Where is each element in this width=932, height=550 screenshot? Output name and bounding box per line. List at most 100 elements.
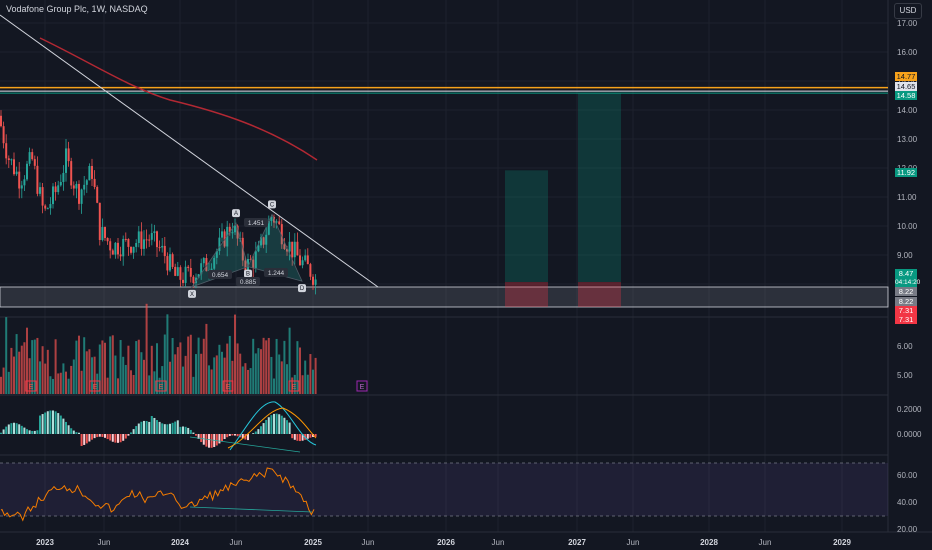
- rsi-tick-label: 40.00: [897, 498, 918, 507]
- oscillator-bar: [200, 434, 203, 443]
- oscillator-bar: [223, 434, 226, 440]
- volume-bar: [31, 340, 34, 394]
- candle-body: [278, 221, 281, 225]
- descending-trendline: [0, 14, 379, 288]
- oscillator-bar: [13, 422, 15, 434]
- price-tag-7-31-b: 7.31: [895, 315, 917, 324]
- candle-body: [309, 264, 312, 277]
- volume-bar: [153, 371, 156, 394]
- volume-bar: [221, 351, 223, 394]
- oscillator-bar: [54, 411, 57, 434]
- candle-body: [52, 186, 54, 205]
- time-axis-label: 2026: [437, 538, 455, 547]
- oscillator-bar: [270, 415, 273, 434]
- volume-bar: [267, 337, 270, 394]
- candle-body: [70, 161, 73, 186]
- oscillator-bar: [260, 426, 262, 434]
- oscillator-bar: [20, 425, 23, 434]
- oscillator-bar: [161, 423, 164, 434]
- volume-bar: [148, 375, 151, 394]
- volume-bar: [179, 342, 182, 394]
- volume-bar: [156, 343, 158, 394]
- volume-bar: [0, 376, 2, 394]
- oscillator-bar: [130, 432, 132, 434]
- oscillator-bar: [189, 429, 192, 434]
- price-tag-14-65: 14.65: [895, 82, 917, 91]
- candle-body: [132, 246, 135, 253]
- candle-body: [171, 254, 174, 267]
- oscillator-bar: [174, 421, 177, 434]
- volume-bar: [202, 338, 205, 394]
- oscillator-bar: [280, 415, 283, 434]
- volume-bar: [247, 369, 249, 394]
- candle-body: [75, 183, 78, 189]
- earnings-marker-box: [222, 380, 234, 392]
- candle-body: [182, 279, 184, 283]
- candle-body: [169, 254, 171, 271]
- candle-body: [130, 246, 132, 253]
- candle-body: [254, 251, 257, 268]
- time-axis-label: 2023: [36, 538, 54, 547]
- ratio-badge: [264, 268, 288, 277]
- oscillator-bar: [0, 432, 2, 434]
- price-tag-8-22-a: 8.22: [895, 287, 917, 296]
- oscillator-bar: [278, 414, 281, 434]
- oscillator-bar: [18, 424, 21, 434]
- candle-body: [296, 241, 299, 256]
- ratio-badge: [208, 270, 232, 279]
- candle-body: [18, 171, 21, 189]
- oscillator-bar: [169, 423, 171, 434]
- candle-body: [111, 250, 114, 255]
- oscillator-bar: [44, 412, 47, 434]
- volume-bar: [283, 340, 286, 394]
- candle-body: [189, 268, 192, 277]
- pattern-point-b: B: [246, 272, 250, 278]
- oscillator-bar: [286, 420, 288, 434]
- volume-bar: [171, 338, 174, 394]
- time-axis-label: Jun: [759, 538, 772, 547]
- oscillator-bar: [283, 417, 286, 434]
- volume-bar: [301, 375, 304, 394]
- oscillator-bar: [158, 421, 161, 434]
- oscillator-bar: [70, 428, 73, 434]
- candle-body: [148, 239, 151, 241]
- candle-body: [65, 148, 67, 173]
- earnings-marker-box: [155, 380, 167, 392]
- candle-body: [10, 159, 13, 161]
- oscillator-bar: [301, 434, 304, 441]
- long-position-target-1: [505, 170, 548, 282]
- candle-body: [114, 242, 117, 255]
- candle-body: [122, 238, 125, 257]
- volume-bar: [130, 370, 132, 394]
- oscillator-bar: [231, 434, 234, 436]
- candle-body: [57, 185, 60, 193]
- candle-body: [270, 217, 273, 222]
- volume-bar: [234, 314, 236, 394]
- oscillator-bar: [312, 434, 314, 437]
- oscillator-bar: [179, 426, 182, 434]
- oscillator-bar: [257, 429, 260, 434]
- candle-body: [93, 178, 96, 187]
- price-tag-14-77: 14.77: [895, 72, 917, 81]
- candle-body: [176, 267, 179, 276]
- candle-body: [249, 259, 252, 261]
- candle-body: [117, 242, 119, 255]
- currency-button[interactable]: USD: [894, 3, 922, 19]
- oscillator-bar: [145, 421, 148, 434]
- candle-body: [163, 245, 166, 257]
- osc-tick-label: 0.2000: [897, 405, 922, 414]
- oscillator-signal-line: [229, 401, 317, 451]
- candle-body: [174, 266, 177, 276]
- oscillator-bar: [299, 434, 301, 442]
- volume-bar: [109, 336, 112, 394]
- candle-body: [184, 266, 187, 283]
- oscillator-bar: [88, 434, 91, 442]
- volume-bar: [192, 376, 195, 394]
- candle-body: [228, 226, 231, 233]
- candle-body: [5, 143, 8, 159]
- candle-body: [143, 239, 145, 249]
- volume-bar: [280, 361, 283, 394]
- volume-bar: [5, 317, 8, 394]
